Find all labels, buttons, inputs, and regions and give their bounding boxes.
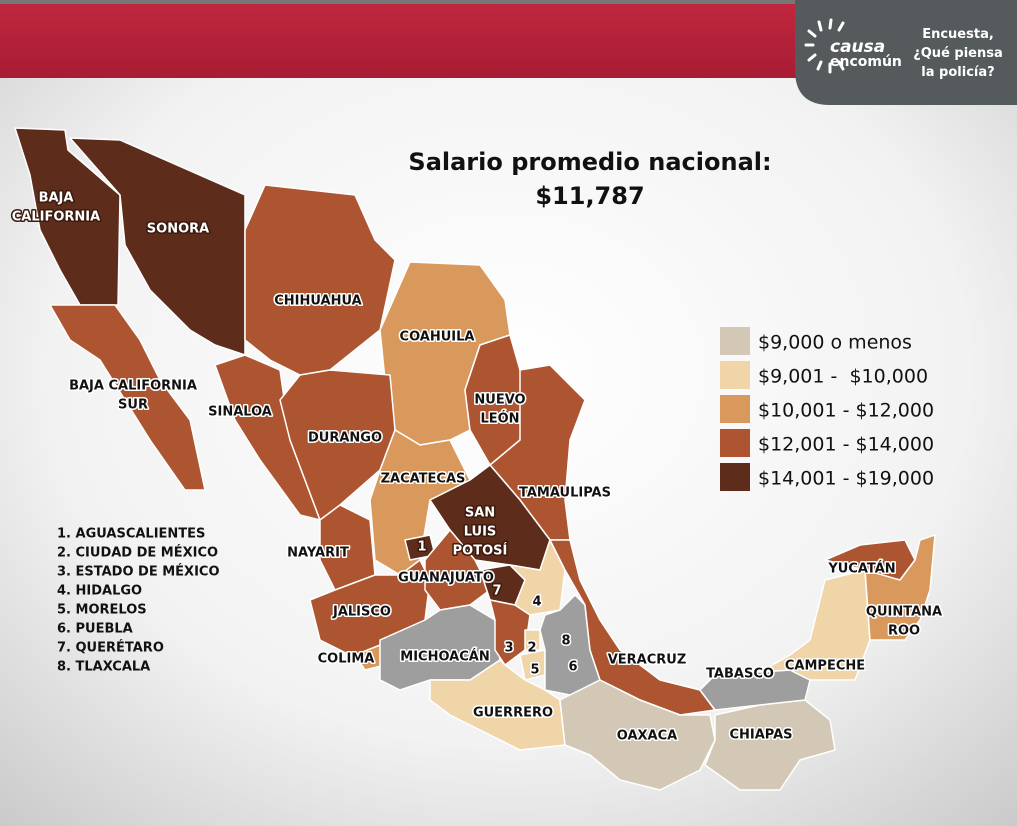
- state-label: COLIMA: [318, 652, 375, 667]
- state: [279, 369, 396, 521]
- state-label: QUINTANA: [866, 605, 942, 620]
- legend-label: $12,001 - $14,000: [758, 434, 934, 456]
- state-label: CHIAPAS: [729, 728, 792, 743]
- tagline: Encuesta, ¿Qué piensa la policía?: [913, 27, 1003, 80]
- numbered-list: 1. AGUASCALIENTES 2. CIUDAD DE MÉXICO 3. E…: [57, 527, 220, 675]
- state-label: CALIFORNIA: [12, 210, 100, 225]
- states: [14, 127, 936, 791]
- state-label: NAYARIT: [287, 546, 349, 561]
- state-label: OAXACA: [617, 729, 677, 744]
- state-label: CAMPECHE: [785, 659, 865, 674]
- state: [424, 529, 491, 611]
- legend-swatch: [720, 429, 750, 457]
- state-label: GUERRERO: [473, 706, 553, 721]
- state-label: 6: [568, 660, 577, 675]
- list-item: 7. QUERÉTARO: [57, 640, 164, 656]
- tagline-line: Encuesta,: [922, 27, 994, 42]
- state: [69, 137, 246, 356]
- state-label: GUANAJUATO: [398, 571, 494, 586]
- state-label: CHIHUAHUA: [274, 294, 361, 309]
- state-label: 3: [504, 641, 513, 656]
- legend-label: $9,000 o menos: [758, 332, 912, 354]
- header-edge: [0, 0, 1017, 4]
- state-label: SAN: [465, 506, 495, 521]
- state-label: TAMAULIPAS: [519, 486, 611, 501]
- state-label: VERACRUZ: [608, 653, 687, 668]
- legend-label: $9,001 - $10,000: [758, 366, 928, 388]
- legend: $9,000 o menos $9,001 - $10,000 $10,001 - …: [720, 327, 934, 491]
- state-labels: BAJA CALIFORNIA SONORA BAJA CALIFORNIA SUR CH…: [10, 189, 943, 745]
- logo-text: causa: [830, 37, 885, 57]
- state-label: LEÓN: [480, 411, 519, 427]
- legend-swatch: [720, 463, 750, 491]
- tagline-line: la policía?: [921, 65, 994, 80]
- state-label: BAJA CALIFORNIA: [69, 379, 197, 394]
- list-item: 4. HIDALGO: [57, 584, 142, 599]
- list-item: 5. MORELOS: [57, 603, 147, 618]
- state: [864, 534, 936, 641]
- legend-label: $10,001 - $12,000: [758, 400, 934, 422]
- list-item: 3. ESTADO DE MÉXICO: [57, 564, 220, 580]
- state-label: TABASCO: [706, 667, 774, 682]
- state-label: 2: [527, 641, 536, 656]
- state-label: SINALOA: [208, 405, 272, 420]
- state-label: 1: [417, 540, 426, 555]
- title: Salario promedio nacional:: [408, 148, 771, 176]
- state-label: JALISCO: [332, 605, 391, 620]
- legend-label: $14,001 - $19,000: [758, 468, 934, 490]
- state-label: 5: [530, 663, 539, 678]
- state: [489, 599, 531, 666]
- legend-swatch: [720, 395, 750, 423]
- list-item: 6. PUEBLA: [57, 622, 133, 637]
- state-label: MICHOACÁN: [400, 649, 489, 665]
- state-label: DURANGO: [308, 431, 382, 446]
- state: [524, 629, 541, 651]
- state-label: BAJA: [39, 191, 74, 206]
- logo-text: encomún: [830, 54, 902, 70]
- list-item: 2. CIUDAD DE MÉXICO: [57, 545, 218, 561]
- tagline-line: ¿Qué piensa: [913, 46, 1003, 61]
- average-value: $11,787: [535, 182, 644, 210]
- state-label: SUR: [118, 398, 148, 413]
- state-label: LUIS: [464, 525, 497, 540]
- state-label: NUEVO: [474, 393, 525, 408]
- legend-swatch: [720, 327, 750, 355]
- state-label: POTOSÍ: [453, 543, 508, 559]
- list-item: 1. AGUASCALIENTES: [57, 527, 205, 542]
- state-label: ZACATECAS: [381, 472, 466, 487]
- legend-swatch: [720, 361, 750, 389]
- state-label: YUCATÁN: [827, 561, 895, 577]
- logo-icon: [804, 18, 845, 74]
- state-label: COAHUILA: [400, 330, 475, 345]
- state-label: 4: [532, 595, 541, 610]
- state-label: ROO: [888, 624, 920, 639]
- list-item: 8. TLAXCALA: [57, 660, 150, 675]
- state: [49, 304, 206, 491]
- header-tab: [795, 0, 1017, 105]
- state-label: 8: [561, 634, 570, 649]
- state-label: 7: [492, 584, 501, 599]
- state-label: SONORA: [147, 222, 209, 237]
